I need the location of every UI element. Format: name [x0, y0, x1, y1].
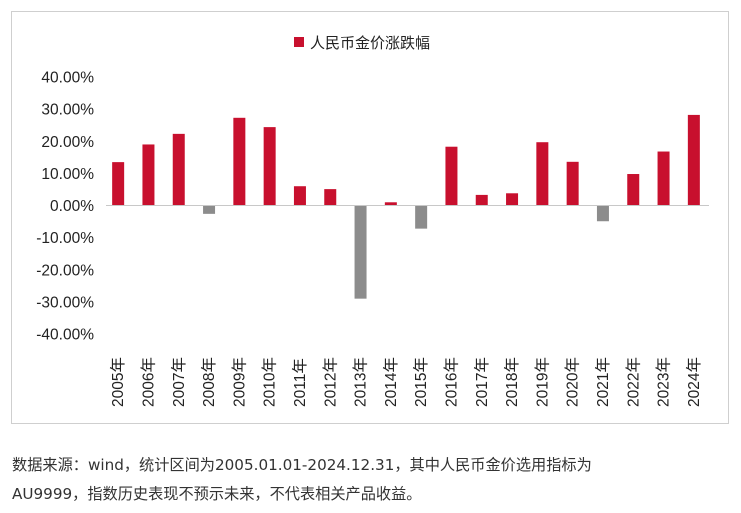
bar-2009年	[233, 117, 246, 206]
y-tick-label: -10.00%	[36, 230, 94, 247]
x-tick-label: 2022年	[624, 357, 642, 407]
y-tick-label: -30.00%	[36, 294, 94, 311]
x-tick-label: 2011年	[291, 358, 309, 407]
bar-2014年	[384, 202, 397, 206]
caption-line-1: 数据来源：wind，统计区间为2005.01.01-2024.12.31，其中人…	[12, 456, 592, 474]
legend-label: 人民币金价涨跌幅	[310, 34, 430, 52]
bar-2020年	[566, 161, 579, 206]
y-axis: 40.00% 30.00% 20.00% 10.00% 0.00% -10.00% -20.…	[36, 70, 94, 344]
x-tick-label: 2023年	[655, 357, 673, 407]
bar-2022年	[627, 174, 640, 206]
x-tick-label: 2020年	[564, 357, 582, 407]
x-axis: 2005年 2006年 2007年 2008年 2009年 2010年 2011年 2012年…	[106, 205, 709, 407]
bar-2007年	[172, 133, 185, 206]
y-tick-label: -40.00%	[36, 327, 94, 344]
y-tick-label: 10.00%	[41, 166, 94, 183]
bar-2019年	[536, 142, 549, 206]
x-tick-label: 2024年	[685, 357, 703, 407]
bars	[112, 114, 700, 299]
bar-2024年	[687, 114, 700, 206]
caption-line-2: AU9999，指数历史表现不预示未来，不代表相关产品收益。	[12, 485, 422, 503]
x-tick-label: 2007年	[170, 357, 188, 407]
y-tick-label: 20.00%	[41, 134, 94, 151]
chart-legend: 人民币金价涨跌幅	[294, 34, 430, 52]
x-tick-label: 2014年	[382, 357, 400, 407]
x-tick-label: 2013年	[352, 357, 370, 407]
bar-2005年	[112, 162, 125, 206]
y-tick-label: 30.00%	[41, 102, 94, 119]
x-tick-label: 2008年	[200, 357, 218, 407]
x-tick-label: 2005年	[109, 357, 127, 407]
bar-2008年	[203, 205, 216, 214]
bar-2023年	[657, 151, 670, 206]
bar-2006年	[142, 144, 155, 206]
x-tick-label: 2017年	[473, 357, 491, 407]
legend-swatch	[294, 37, 304, 47]
x-tick-label: 2006年	[139, 357, 157, 407]
bar-2017年	[475, 194, 488, 206]
x-tick-label: 2018年	[503, 357, 521, 407]
bar-2011年	[293, 186, 306, 206]
bar-2010年	[263, 127, 276, 206]
bar-2015年	[415, 205, 428, 229]
x-tick-label: 2015年	[412, 357, 430, 407]
x-tick-label: 2009年	[230, 357, 248, 407]
x-tick-label: 2012年	[321, 357, 339, 407]
y-tick-label: -20.00%	[36, 262, 94, 279]
bar-2016年	[445, 146, 458, 206]
chart-frame: 人民币金价涨跌幅 40.00% 30.00% 20.00% 10.00% 0.00% -1…	[11, 11, 729, 424]
y-tick-label: 40.00%	[41, 70, 94, 87]
bar-2021年	[596, 205, 609, 222]
source-caption: 数据来源：wind，统计区间为2005.01.01-2024.12.31，其中人…	[12, 451, 734, 509]
bar-2013年	[354, 205, 367, 299]
x-tick-label: 2016年	[442, 357, 460, 407]
x-tick-label: 2019年	[533, 357, 551, 407]
x-tick-label: 2021年	[594, 357, 612, 407]
x-tick-label: 2010年	[261, 357, 279, 407]
bar-2012年	[324, 189, 337, 206]
bar-chart: 人民币金价涨跌幅 40.00% 30.00% 20.00% 10.00% 0.00% -1…	[36, 34, 709, 407]
y-tick-label: 0.00%	[50, 198, 94, 215]
bar-2018年	[506, 193, 519, 206]
